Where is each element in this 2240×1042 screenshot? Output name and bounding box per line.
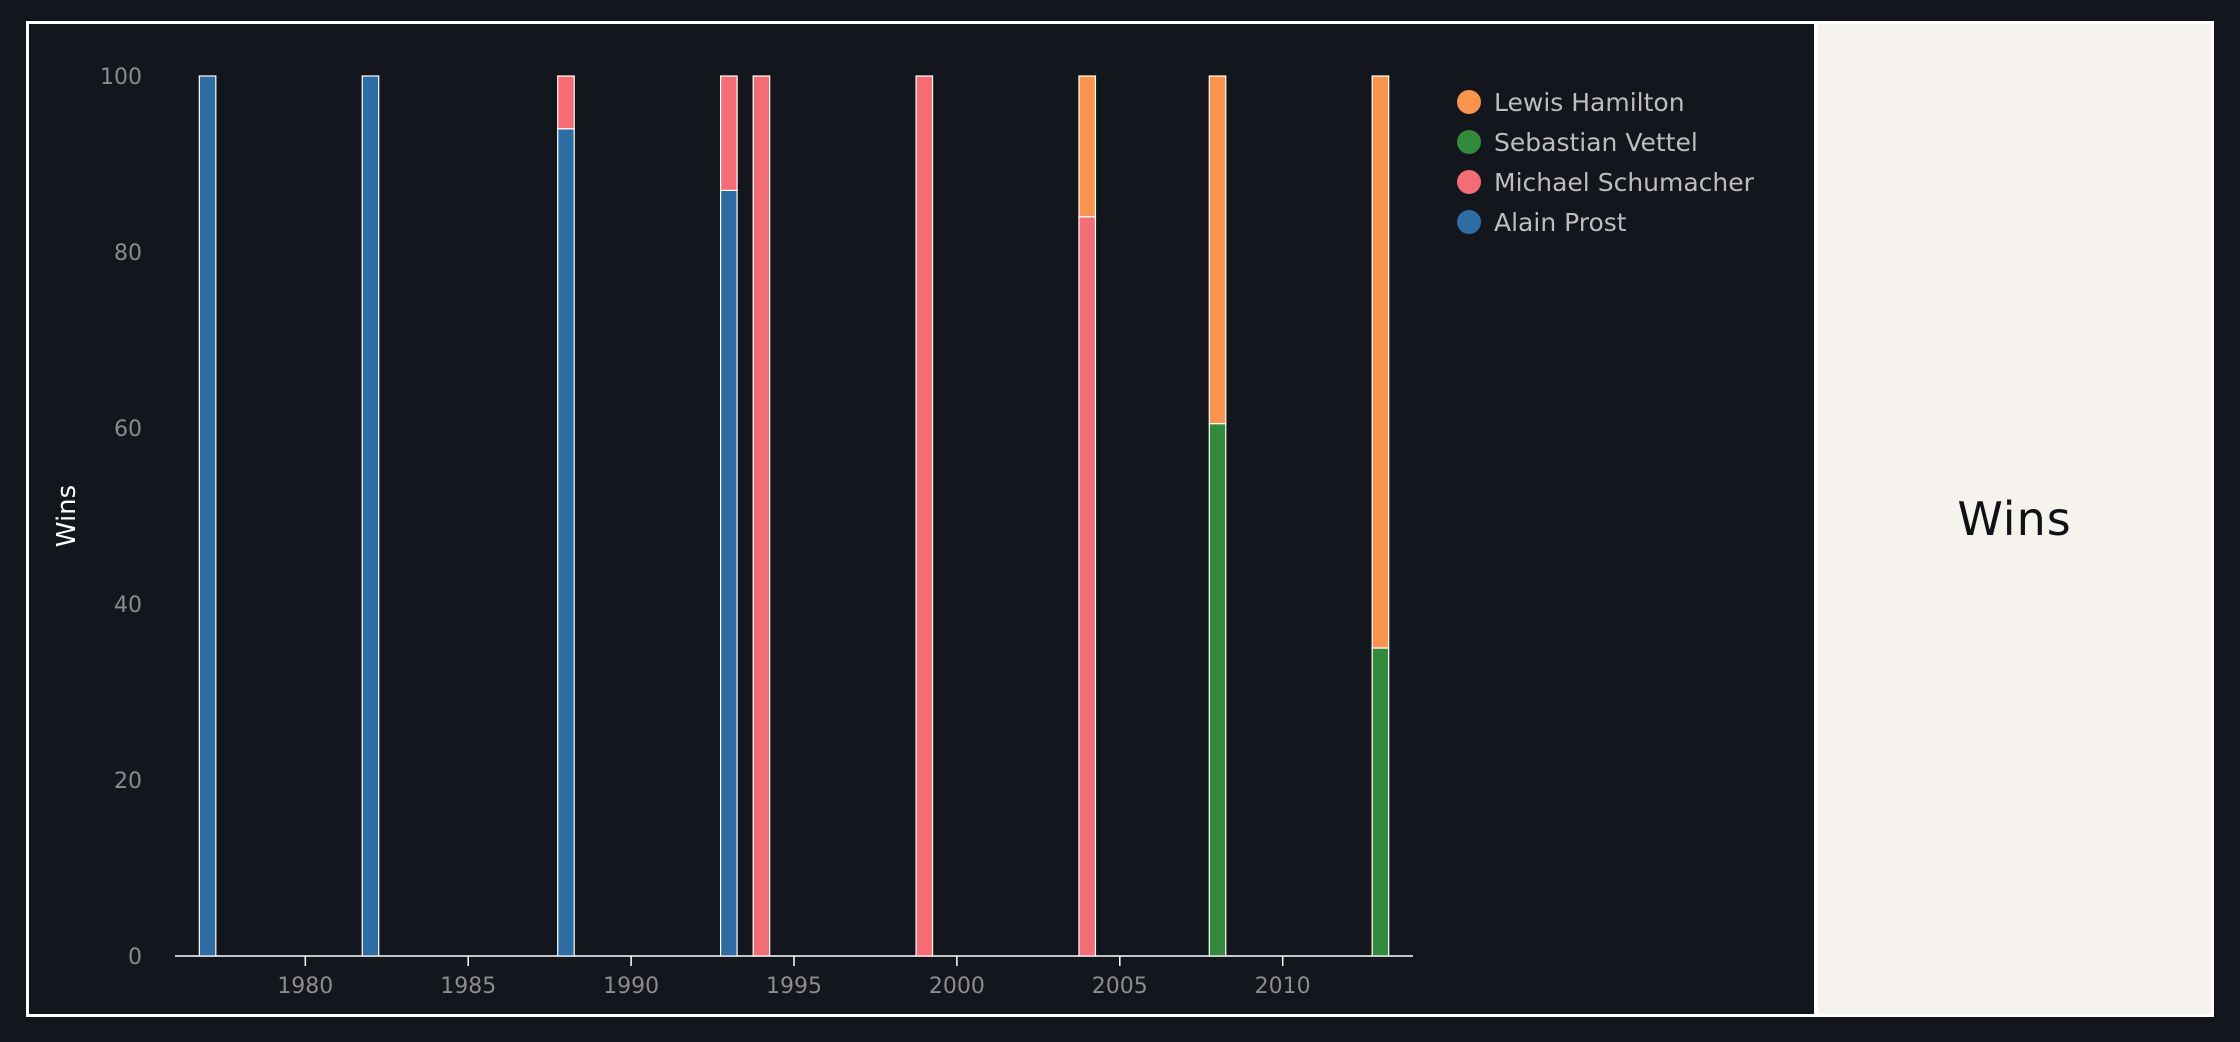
bar-segment bbox=[1078, 216, 1097, 957]
bar-segment bbox=[719, 75, 738, 192]
legend-marker bbox=[1457, 130, 1481, 154]
bar-segment bbox=[1208, 75, 1227, 425]
x-tick-label: 2005 bbox=[1092, 974, 1148, 999]
bar-segment bbox=[361, 75, 380, 957]
bar-segment bbox=[1208, 423, 1227, 957]
bar-segment bbox=[719, 189, 738, 957]
legend-marker bbox=[1457, 90, 1481, 114]
x-tick-label: 1985 bbox=[440, 974, 496, 999]
y-tick-label: 100 bbox=[100, 65, 142, 90]
stacked-bar-chart: 0 20 40 60 80 100 1980 1985 1990 1995 2000 2005 2010… bbox=[52, 65, 1755, 999]
x-tick-label: 2000 bbox=[929, 974, 985, 999]
y-tick-label: 40 bbox=[114, 593, 142, 618]
x-tick-label: 1995 bbox=[766, 974, 822, 999]
legend-label: Alain Prost bbox=[1494, 208, 1627, 237]
side-panel: Wins bbox=[1814, 24, 2211, 1014]
bar-segment bbox=[557, 128, 575, 957]
x-tick-label: 1980 bbox=[277, 974, 333, 999]
legend-marker bbox=[1457, 210, 1481, 234]
bar-segment bbox=[915, 75, 934, 957]
x-tick-label: 1990 bbox=[603, 974, 659, 999]
chart-panel: 0 20 40 60 80 100 1980 1985 1990 1995 2000 2005 2010… bbox=[29, 24, 1814, 1014]
y-tick-label: 0 bbox=[128, 945, 142, 970]
legend-marker bbox=[1457, 170, 1481, 194]
y-tick-label: 60 bbox=[114, 417, 142, 442]
side-panel-title: Wins bbox=[1957, 492, 2072, 546]
bar-segment bbox=[1078, 75, 1097, 218]
legend-label: Sebastian Vettel bbox=[1494, 128, 1698, 157]
legend-label: Michael Schumacher bbox=[1494, 168, 1755, 197]
bar-segment bbox=[1371, 647, 1390, 957]
y-tick-label: 80 bbox=[114, 241, 142, 266]
dashboard-frame: 0 20 40 60 80 100 1980 1985 1990 1995 2000 2005 2010… bbox=[26, 21, 2214, 1017]
bar-segment bbox=[1371, 75, 1390, 649]
x-tick-label: 2010 bbox=[1255, 974, 1311, 999]
legend-label: Lewis Hamilton bbox=[1494, 88, 1685, 117]
bar-segment bbox=[557, 75, 575, 130]
y-axis-title: Wins bbox=[52, 485, 82, 547]
bar-segment bbox=[198, 75, 217, 957]
y-tick-label: 20 bbox=[114, 769, 142, 794]
bar-segment bbox=[752, 75, 771, 957]
